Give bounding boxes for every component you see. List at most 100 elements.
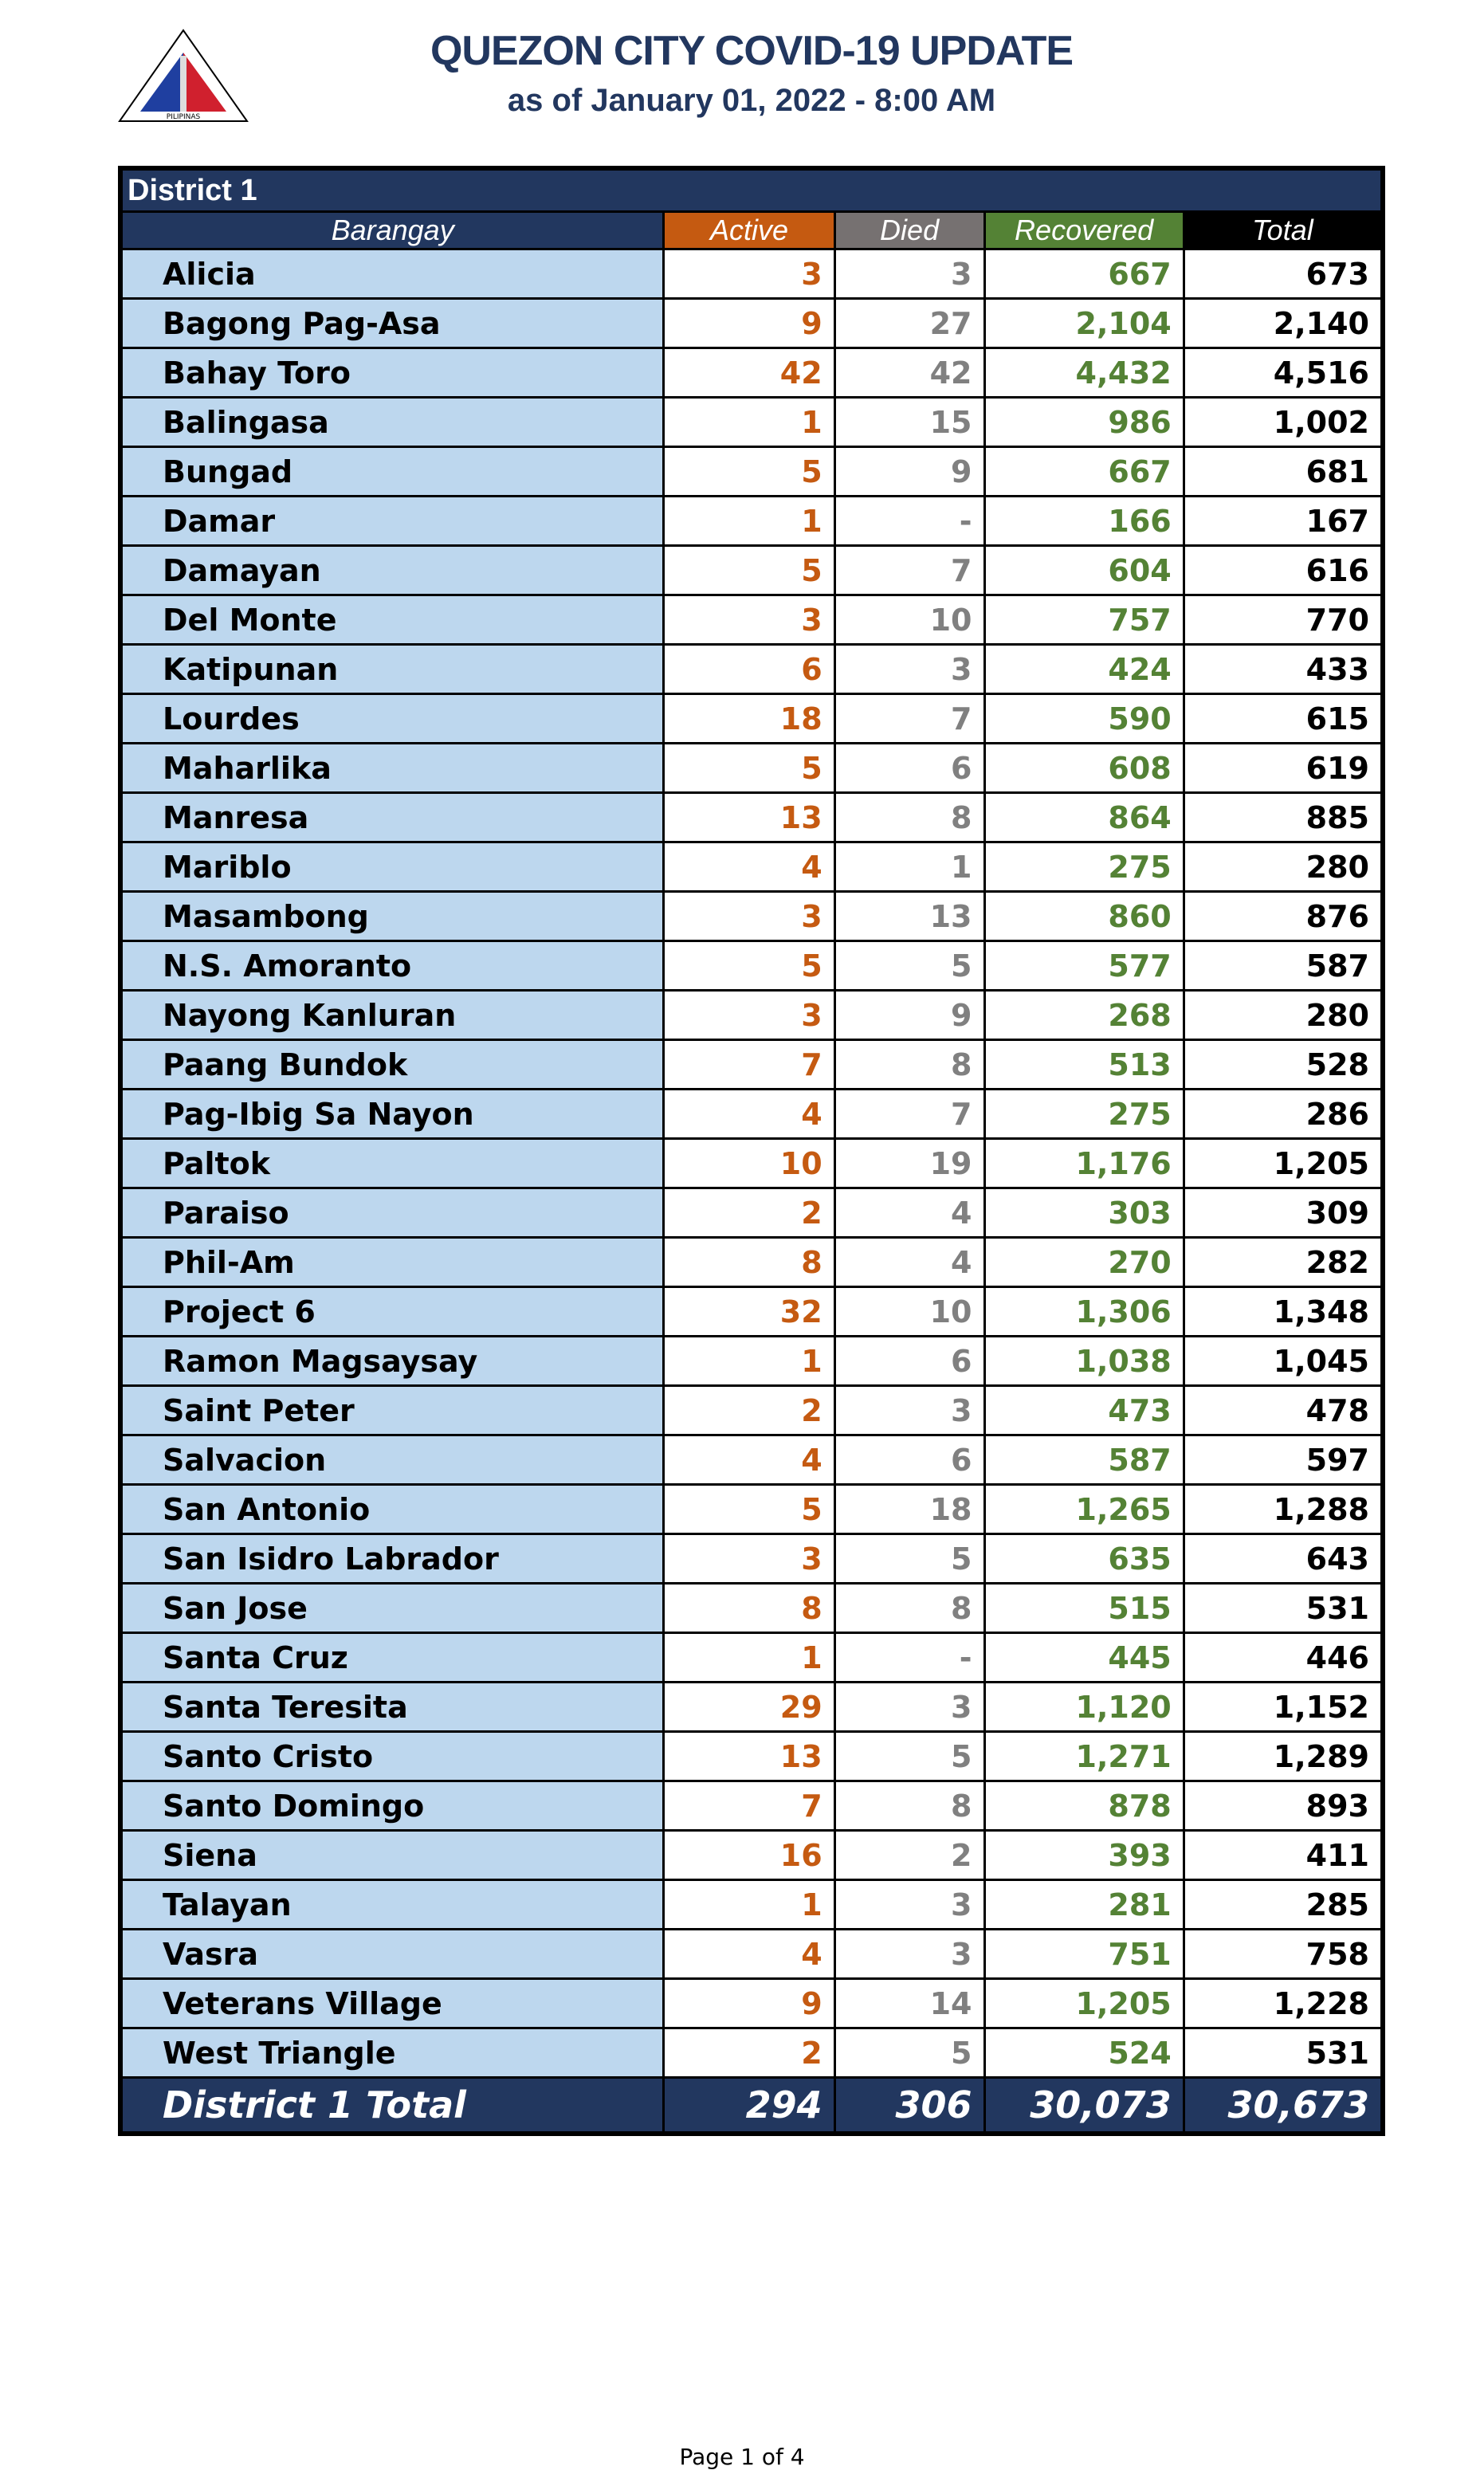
died-count: 5 bbox=[833, 1533, 986, 1584]
active-count: 2 bbox=[662, 2027, 836, 2079]
total-count: 528 bbox=[1182, 1039, 1384, 1090]
active-count: 42 bbox=[662, 347, 836, 399]
died-count: 3 bbox=[833, 1681, 986, 1733]
active-count: 16 bbox=[662, 1829, 836, 1881]
total-count: 1,228 bbox=[1182, 1977, 1384, 2029]
died-count: 8 bbox=[833, 1582, 986, 1634]
quezon-city-seal-logo: PILIPINAS bbox=[118, 29, 249, 122]
table-row: Nayong Kanluran 3 9 268 280 bbox=[119, 989, 1384, 1041]
table-row: Maharlika 5 6 608 619 bbox=[119, 742, 1384, 794]
recovered-count: 166 bbox=[983, 495, 1185, 547]
died-count: 7 bbox=[833, 1088, 986, 1140]
died-count: 4 bbox=[833, 1236, 986, 1288]
page-title: QUEZON CITY COVID-19 UPDATE bbox=[430, 28, 1074, 74]
barangay-name: Balingasa bbox=[119, 396, 665, 448]
active-count: 8 bbox=[662, 1236, 836, 1288]
recovered-count: 986 bbox=[983, 396, 1185, 448]
total-count: 433 bbox=[1182, 643, 1384, 695]
barangay-name: District 1 Total bbox=[119, 2076, 665, 2135]
died-count: 3 bbox=[833, 643, 986, 695]
barangay-name: Paang Bundok bbox=[119, 1039, 665, 1090]
svg-text:PILIPINAS: PILIPINAS bbox=[167, 113, 201, 121]
active-count: 13 bbox=[662, 1730, 836, 1782]
died-count: 4 bbox=[833, 1187, 986, 1239]
total-count: 280 bbox=[1182, 989, 1384, 1041]
barangay-name: Ramon Magsaysay bbox=[119, 1335, 665, 1387]
table-row: Paang Bundok 7 8 513 528 bbox=[119, 1039, 1384, 1090]
total-count: 615 bbox=[1182, 693, 1384, 744]
recovered-count: 268 bbox=[983, 989, 1185, 1041]
died-count: 1 bbox=[833, 841, 986, 893]
total-count: 1,152 bbox=[1182, 1681, 1384, 1733]
recovered-count: 1,120 bbox=[983, 1681, 1185, 1733]
died-count: 13 bbox=[833, 890, 986, 942]
active-count: 4 bbox=[662, 1434, 836, 1486]
table-row: Vasra 4 3 751 758 bbox=[119, 1928, 1384, 1980]
died-count: 8 bbox=[833, 791, 986, 843]
barangay-name: Paraiso bbox=[119, 1187, 665, 1239]
total-count: 616 bbox=[1182, 544, 1384, 596]
died-count: 3 bbox=[833, 1384, 986, 1436]
died-count: 27 bbox=[833, 297, 986, 349]
barangay-name: Vasra bbox=[119, 1928, 665, 1980]
table-row: Bahay Toro 42 42 4,432 4,516 bbox=[119, 347, 1384, 399]
total-count: 673 bbox=[1182, 248, 1384, 300]
total-count: 597 bbox=[1182, 1434, 1384, 1486]
barangay-name: Santo Domingo bbox=[119, 1780, 665, 1832]
page-subtitle: as of January 01, 2022 - 8:00 AM bbox=[507, 83, 996, 118]
barangay-name: San Antonio bbox=[119, 1483, 665, 1535]
recovered-count: 751 bbox=[983, 1928, 1185, 1980]
barangay-name: Salvacion bbox=[119, 1434, 665, 1486]
barangay-name: Mariblo bbox=[119, 841, 665, 893]
barangay-name: San Jose bbox=[119, 1582, 665, 1634]
barangay-name: Bahay Toro bbox=[119, 347, 665, 399]
table-row: Alicia 3 3 667 673 bbox=[119, 248, 1384, 300]
table-row: Masambong 3 13 860 876 bbox=[119, 890, 1384, 942]
table-row: Salvacion 4 6 587 597 bbox=[119, 1434, 1384, 1486]
recovered-count: 1,038 bbox=[983, 1335, 1185, 1387]
recovered-count: 1,265 bbox=[983, 1483, 1185, 1535]
total-count: 4,516 bbox=[1182, 347, 1384, 399]
barangay-name: Bungad bbox=[119, 446, 665, 497]
total-count: 411 bbox=[1182, 1829, 1384, 1881]
table-row: Balingasa 1 15 986 1,002 bbox=[119, 396, 1384, 448]
active-count: 5 bbox=[662, 544, 836, 596]
table-row: San Isidro Labrador 3 5 635 643 bbox=[119, 1533, 1384, 1584]
col-total: Total bbox=[1182, 210, 1384, 250]
died-count: 10 bbox=[833, 1286, 986, 1337]
table-row: Santo Cristo 13 5 1,271 1,289 bbox=[119, 1730, 1384, 1782]
died-count: 5 bbox=[833, 940, 986, 992]
recovered-count: 393 bbox=[983, 1829, 1185, 1881]
col-recovered: Recovered bbox=[983, 210, 1185, 250]
active-count: 1 bbox=[662, 396, 836, 448]
page-number: Page 1 of 4 bbox=[679, 2444, 805, 2470]
table-row: N.S. Amoranto 5 5 577 587 bbox=[119, 940, 1384, 992]
died-count: 14 bbox=[833, 1977, 986, 2029]
table-row: West Triangle 2 5 524 531 bbox=[119, 2027, 1384, 2079]
died-count: 2 bbox=[833, 1829, 986, 1881]
barangay-name: Nayong Kanluran bbox=[119, 989, 665, 1041]
active-count: 7 bbox=[662, 1780, 836, 1832]
total-count: 619 bbox=[1182, 742, 1384, 794]
died-count: 8 bbox=[833, 1039, 986, 1090]
barangay-name: N.S. Amoranto bbox=[119, 940, 665, 992]
active-count: 2 bbox=[662, 1187, 836, 1239]
total-count: 1,205 bbox=[1182, 1137, 1384, 1189]
table-row: Siena 16 2 393 411 bbox=[119, 1829, 1384, 1881]
recovered-count: 667 bbox=[983, 446, 1185, 497]
table-row: Mariblo 4 1 275 280 bbox=[119, 841, 1384, 893]
barangay-name: Lourdes bbox=[119, 693, 665, 744]
table-row: Paltok 10 19 1,176 1,205 bbox=[119, 1137, 1384, 1189]
recovered-count: 1,176 bbox=[983, 1137, 1185, 1189]
died-count: 6 bbox=[833, 1434, 986, 1486]
recovered-count: 30,073 bbox=[983, 2076, 1185, 2135]
died-count: 3 bbox=[833, 1928, 986, 1980]
table-row: Pag-Ibig Sa Nayon 4 7 275 286 bbox=[119, 1088, 1384, 1140]
table-row: Phil-Am 8 4 270 282 bbox=[119, 1236, 1384, 1288]
died-count: 5 bbox=[833, 1730, 986, 1782]
recovered-count: 635 bbox=[983, 1533, 1185, 1584]
recovered-count: 424 bbox=[983, 643, 1185, 695]
recovered-count: 590 bbox=[983, 693, 1185, 744]
recovered-count: 1,271 bbox=[983, 1730, 1185, 1782]
recovered-count: 577 bbox=[983, 940, 1185, 992]
